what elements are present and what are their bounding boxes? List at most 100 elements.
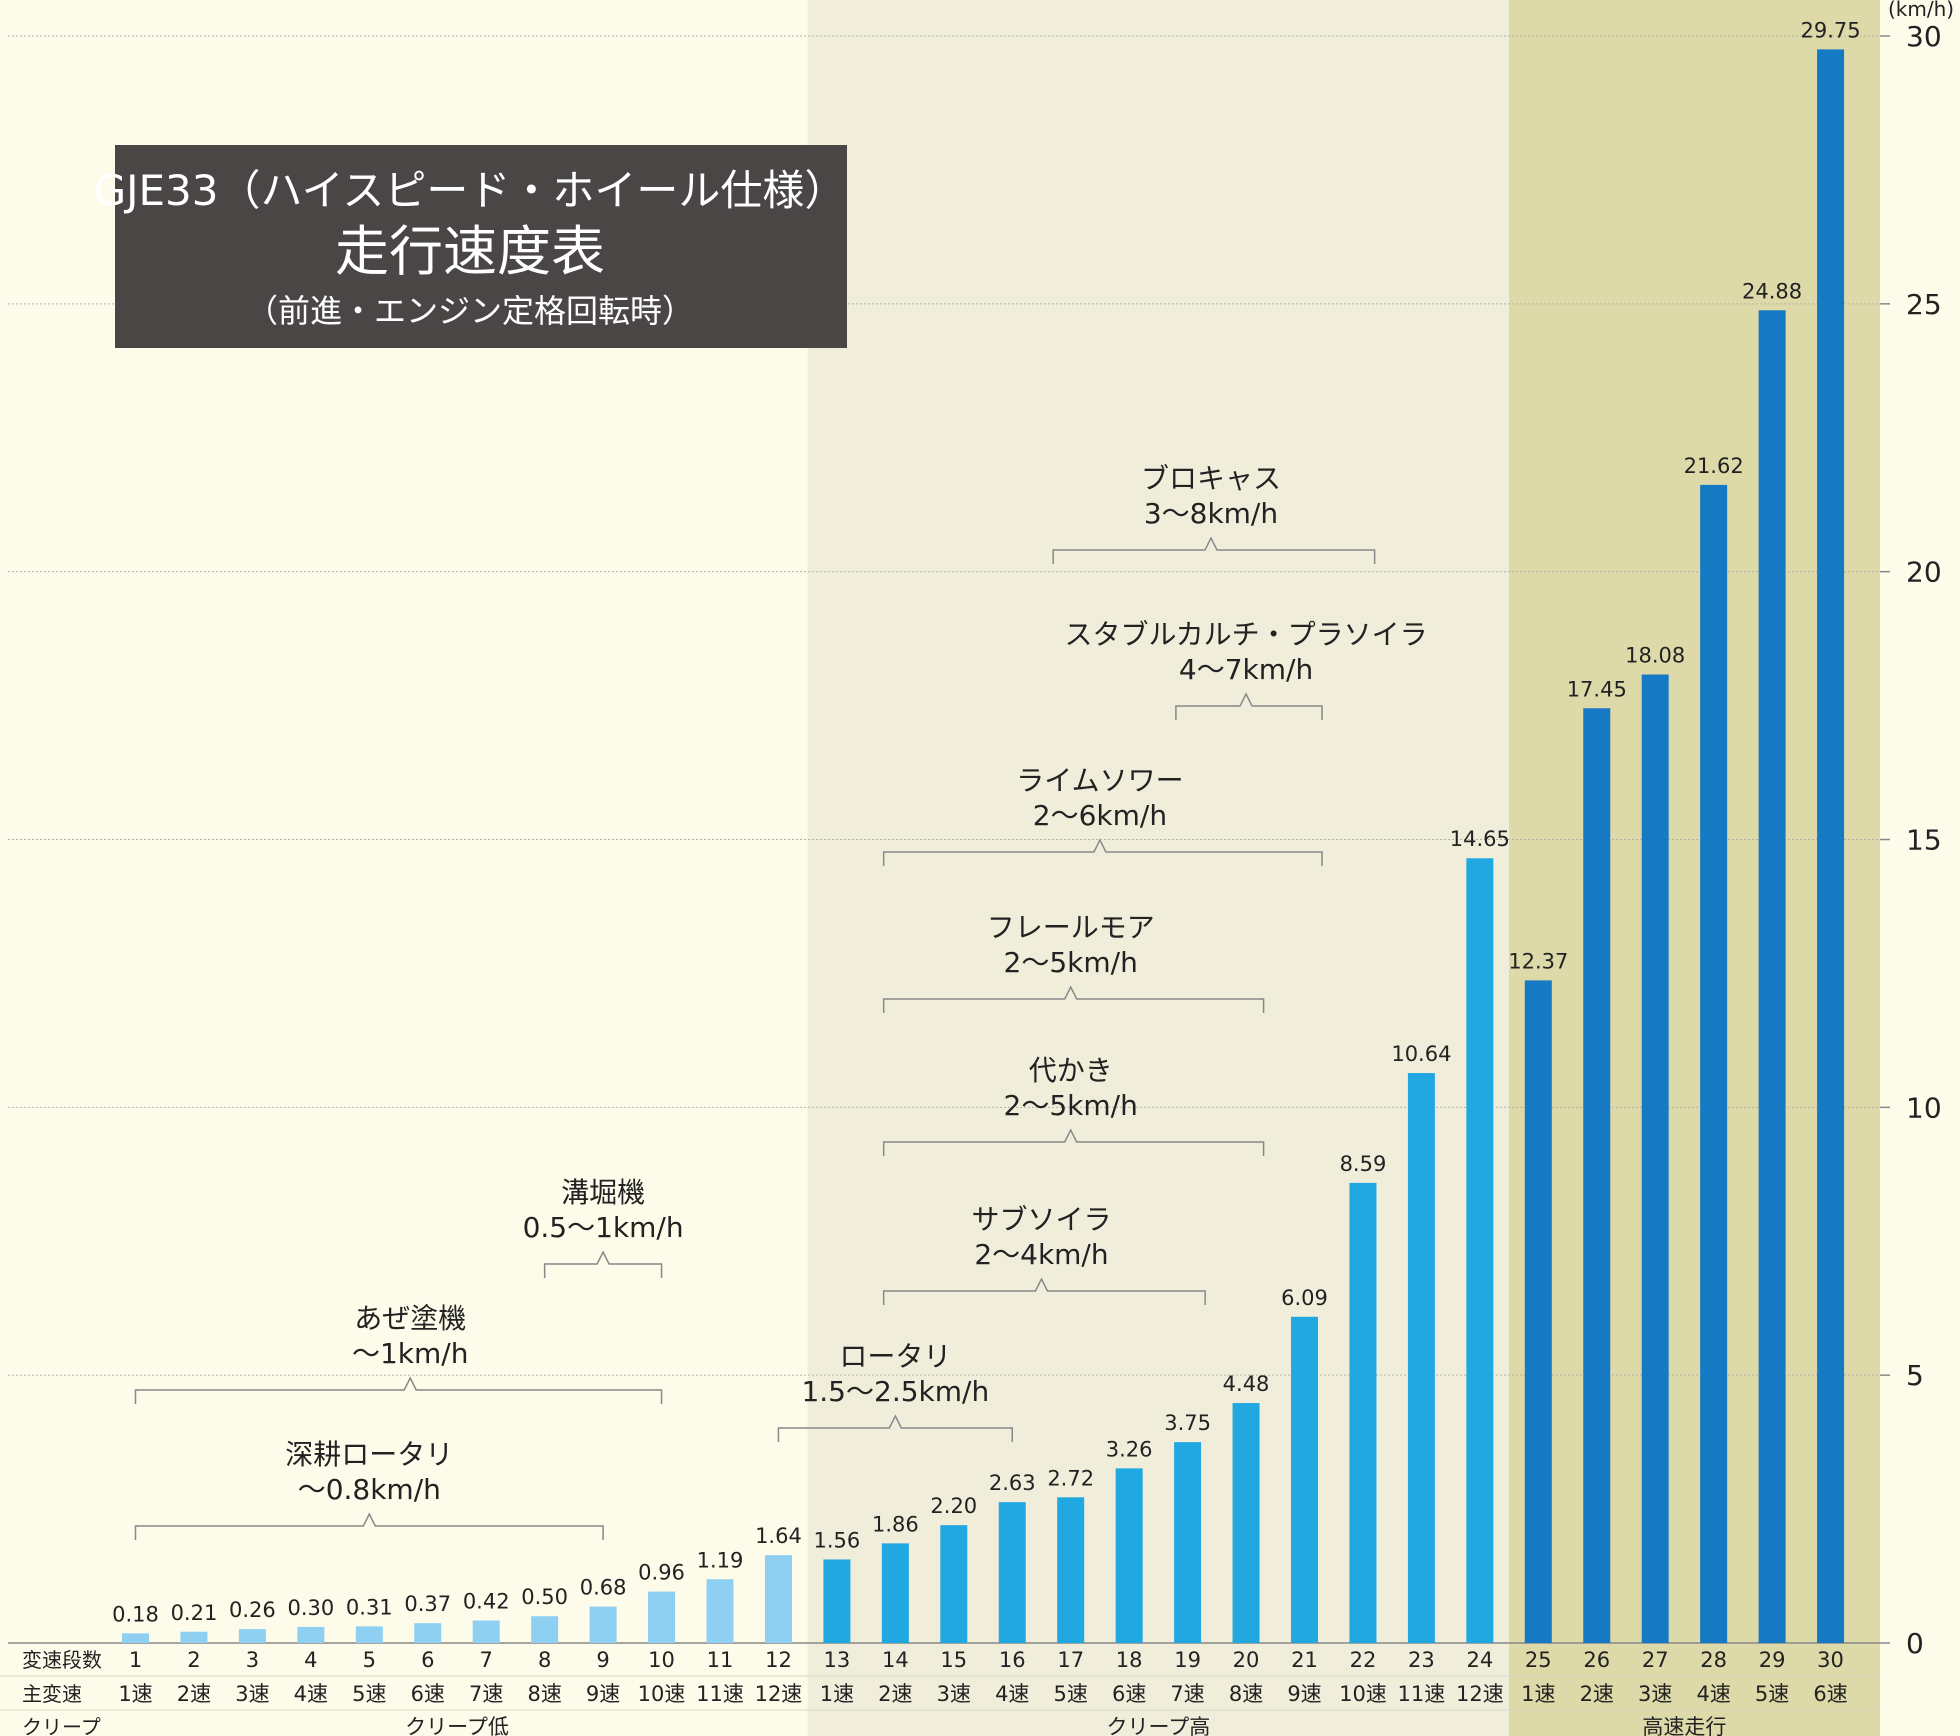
annotation-name: あぜ塗機 bbox=[354, 1302, 466, 1335]
value-label: 0.30 bbox=[287, 1596, 334, 1620]
gear-stage-cell: 15 bbox=[940, 1648, 967, 1672]
bar-14 bbox=[881, 1543, 909, 1643]
gear-stage-cell: 2 bbox=[187, 1648, 200, 1672]
main-shift-cell: 11速 bbox=[1398, 1682, 1446, 1706]
title-box: GJE33（ハイスピード・ホイール仕様） 走行速度表 （前進・エンジン定格回転時… bbox=[94, 145, 847, 348]
annotation-bracket bbox=[543, 1250, 663, 1278]
bar-18 bbox=[1115, 1468, 1143, 1643]
annotation-name: 深耕ロータリ bbox=[285, 1438, 453, 1471]
gear-stage-cell: 4 bbox=[304, 1648, 317, 1672]
value-label: 10.64 bbox=[1391, 1042, 1451, 1066]
gear-stage-cell: 24 bbox=[1466, 1648, 1493, 1672]
main-shift-cell: 5速 bbox=[1755, 1682, 1789, 1706]
value-label: 1.19 bbox=[697, 1548, 744, 1572]
annotation-name: ロータリ bbox=[839, 1340, 951, 1373]
bar-29 bbox=[1758, 310, 1786, 1643]
annotation-name: ブロキャス bbox=[1141, 462, 1281, 495]
row-label-main-shift: 主変速 bbox=[22, 1682, 82, 1706]
main-shift-cell: 10速 bbox=[1339, 1682, 1387, 1706]
value-label: 8.59 bbox=[1340, 1152, 1387, 1176]
bar-9 bbox=[589, 1606, 617, 1643]
main-shift-cell: 4速 bbox=[1696, 1682, 1730, 1706]
y-tick-label: 30 bbox=[1906, 20, 1942, 53]
main-shift-cell: 2速 bbox=[1580, 1682, 1614, 1706]
annotation-bracket bbox=[882, 1128, 1265, 1156]
gear-stage-cell: 11 bbox=[707, 1648, 734, 1672]
annotation-group: 深耕ロータリ〜0.8km/h bbox=[134, 1438, 604, 1540]
value-label: 0.37 bbox=[404, 1592, 451, 1616]
main-shift-cell: 2速 bbox=[177, 1682, 211, 1706]
annotation-name: スタブルカルチ・プラソイラ bbox=[1064, 618, 1427, 651]
annotation-range: 1.5〜2.5km/h bbox=[801, 1375, 989, 1408]
bar-19 bbox=[1174, 1442, 1202, 1643]
annotation-bracket bbox=[134, 1376, 663, 1404]
bar-20 bbox=[1232, 1403, 1260, 1643]
chart-note: （前進・エンジン定格回転時） bbox=[246, 292, 694, 330]
bar-24 bbox=[1466, 858, 1494, 1643]
creep-group-label: クリープ高 bbox=[1107, 1715, 1211, 1736]
value-label: 0.96 bbox=[638, 1561, 685, 1585]
bar-7 bbox=[472, 1620, 500, 1643]
annotation-range: 〜0.8km/h bbox=[298, 1473, 441, 1506]
main-shift-cell: 3速 bbox=[235, 1682, 269, 1706]
annotation-name: 溝堀機 bbox=[561, 1176, 645, 1209]
gear-stage-cell: 12 bbox=[765, 1648, 792, 1672]
annotation-bracket bbox=[134, 1512, 604, 1540]
y-tick-label: 20 bbox=[1906, 556, 1942, 589]
value-label: 17.45 bbox=[1567, 677, 1627, 701]
main-shift-cell: 12速 bbox=[1456, 1682, 1504, 1706]
bar-27 bbox=[1641, 674, 1669, 1643]
bar-16 bbox=[998, 1502, 1026, 1643]
value-label: 3.75 bbox=[1164, 1411, 1211, 1435]
y-tick-label: 5 bbox=[1906, 1359, 1924, 1392]
value-label: 12.37 bbox=[1508, 949, 1568, 973]
y-tick-label: 0 bbox=[1906, 1627, 1924, 1660]
gear-stage-cell: 7 bbox=[480, 1648, 493, 1672]
bar-22 bbox=[1349, 1182, 1377, 1643]
gear-stage-cell: 21 bbox=[1291, 1648, 1318, 1672]
main-shift-cell: 6速 bbox=[411, 1682, 445, 1706]
gear-stage-cell: 5 bbox=[363, 1648, 376, 1672]
bar-11 bbox=[706, 1579, 734, 1643]
main-shift-cell: 8速 bbox=[1229, 1682, 1263, 1706]
bar-4 bbox=[297, 1626, 325, 1643]
y-axis: (km/h) 0 5 10 15 20 25 30 bbox=[1880, 0, 1954, 1660]
value-label: 0.21 bbox=[171, 1601, 218, 1625]
value-label: 0.50 bbox=[521, 1585, 568, 1609]
value-label: 21.62 bbox=[1684, 454, 1744, 478]
main-shift-cell: 1速 bbox=[118, 1682, 152, 1706]
bar-12 bbox=[764, 1555, 792, 1643]
main-shift-cell: 7速 bbox=[1170, 1682, 1204, 1706]
gear-stage-cell: 16 bbox=[999, 1648, 1026, 1672]
bar-8 bbox=[531, 1616, 559, 1643]
main-shift-cell: 3速 bbox=[1638, 1682, 1672, 1706]
main-shift-cell: 12速 bbox=[755, 1682, 803, 1706]
annotation-bracket bbox=[777, 1414, 1013, 1442]
bar-15 bbox=[940, 1525, 968, 1643]
creep-group-label: 高速走行 bbox=[1642, 1715, 1726, 1736]
value-label: 2.20 bbox=[930, 1494, 977, 1518]
annotation-bracket bbox=[1052, 536, 1376, 564]
bar-5 bbox=[355, 1626, 383, 1643]
value-label: 1.64 bbox=[755, 1524, 802, 1548]
gridlines bbox=[8, 35, 1880, 1644]
bar-10 bbox=[648, 1591, 676, 1643]
bar-13 bbox=[823, 1559, 851, 1643]
value-label: 14.65 bbox=[1450, 827, 1510, 851]
gear-stage-cell: 3 bbox=[246, 1648, 259, 1672]
group-band bbox=[807, 0, 1510, 1736]
gear-stage-cell: 10 bbox=[648, 1648, 675, 1672]
unit-label: (km/h) bbox=[1888, 0, 1954, 21]
value-label: 2.72 bbox=[1047, 1466, 1094, 1490]
row-label-gear-stage: 変速段数 bbox=[22, 1648, 102, 1672]
y-tick-label: 25 bbox=[1906, 288, 1942, 321]
bar-21 bbox=[1291, 1316, 1318, 1643]
annotation-range: 2〜4km/h bbox=[974, 1238, 1108, 1271]
bar-23 bbox=[1407, 1073, 1435, 1643]
main-shift-cell: 5速 bbox=[1054, 1682, 1088, 1706]
value-label: 4.48 bbox=[1223, 1372, 1270, 1396]
